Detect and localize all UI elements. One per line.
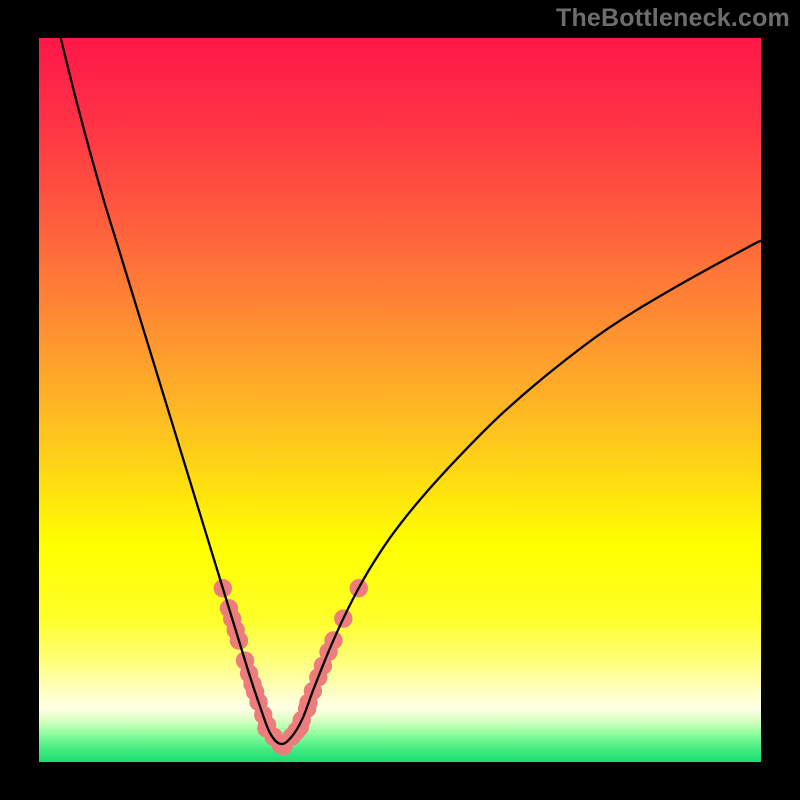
plot-area <box>39 38 761 762</box>
bottleneck-curve <box>61 38 761 744</box>
data-dots <box>214 579 368 755</box>
curve-layer <box>39 38 761 762</box>
watermark-text: TheBottleneck.com <box>556 4 790 33</box>
